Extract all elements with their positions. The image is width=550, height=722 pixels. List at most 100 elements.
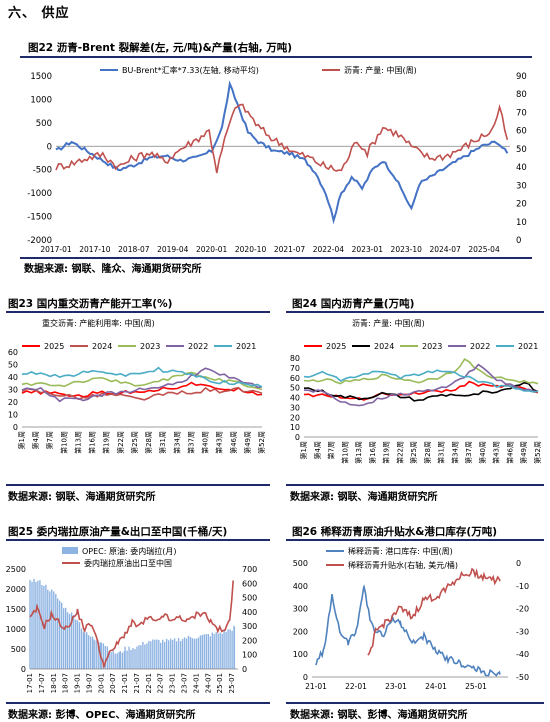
fig26-xtick-3: 24-01 [425, 682, 447, 691]
fig23-xtick-12: 第37周 [186, 431, 195, 454]
fig22-xtick-3: 2019-04 [157, 245, 189, 254]
fig26-bottom-rule [286, 702, 544, 704]
fig22-yright-tick-2: 70 [516, 108, 527, 118]
fig24-y-tick-6: 20 [290, 413, 300, 422]
fig25-bar-1 [31, 581, 33, 669]
fig22-top-rule [20, 56, 532, 58]
fig24-top-rule [286, 311, 544, 313]
fig25-bar-4 [37, 580, 39, 669]
fig22-xtick-4: 2020-01 [196, 245, 228, 254]
fig25-bar-9 [47, 589, 49, 669]
fig22-xtick-7: 2022-04 [313, 245, 345, 254]
fig22-yright-tick-9: 0 [516, 236, 521, 246]
fig25-bar-62 [148, 640, 150, 669]
fig24-xtick-10: 第31周 [437, 441, 446, 464]
fig23-legend-2022-label: 2022 [188, 342, 208, 351]
fig25-bar-57 [138, 645, 140, 669]
fig26-xtick-0: 21-01 [305, 682, 327, 691]
fig25-source: 数据来源: 彭博、OPEC、海通期货研究所 [8, 710, 196, 721]
fig24-legend-2021-label: 2021 [518, 342, 538, 351]
fig25-bar-28 [84, 633, 86, 669]
fig24-y-tick-0: 80 [290, 354, 300, 363]
fig26-legend-0-label: 稀释沥青: 港口库存: 中国(周) [348, 546, 453, 556]
fig26-yright-tick-5: -50 [516, 673, 529, 682]
fig25-xtick-16: 25-01 [216, 673, 224, 693]
fig24-legend-title: 沥青: 产量: 中国(周) [352, 318, 425, 328]
fig25-bar-46 [118, 652, 120, 669]
fig25-bar-13 [55, 594, 57, 669]
fig24-legend-2024-label: 2024 [374, 342, 394, 351]
fig25-xtick-8: 21-01 [121, 673, 129, 693]
fig25-xtick-12: 23-01 [169, 673, 177, 693]
fig24-source: 数据来源: 钢联、海通期货研究所 [290, 492, 438, 503]
fig26-yleft-tick-0: 500 [293, 559, 308, 568]
fig25-xtick-11: 22-07 [157, 673, 165, 693]
fig25-bar-76 [175, 641, 178, 669]
fig25-bar-32 [91, 636, 94, 669]
fig23-xtick-10: 第31周 [158, 431, 167, 454]
fig25-bar-41 [108, 651, 110, 669]
fig23-xtick-15: 第46周 [229, 431, 238, 454]
fig24-legend-2022-label: 2022 [470, 342, 490, 351]
fig22-yleft-tick-0: 1500 [30, 72, 52, 82]
fig24-xtick-0: 第1周 [299, 441, 308, 459]
fig25-bar-15 [59, 600, 61, 669]
fig25-bar-16 [61, 602, 63, 669]
fig25-legend-0-swatch [62, 547, 78, 554]
fig23-series-2022 [21, 367, 263, 403]
fig23-xtick-3: 第10周 [59, 431, 68, 454]
fig25-bar-43 [112, 650, 114, 669]
fig26-yright-tick-0: 0 [516, 559, 521, 568]
fig25-bar-93 [209, 636, 211, 669]
fig23-source: 数据来源: 钢联、海通期货研究所 [8, 492, 156, 503]
fig23-title: 图23 国内重交沥青产能开工率(%) [8, 298, 173, 310]
fig22-yleft-tick-5: -1000 [27, 189, 52, 199]
fig23-xtick-7: 第22周 [116, 431, 125, 454]
fig25-bar-64 [152, 639, 154, 669]
fig25-xtick-9: 21-07 [133, 673, 141, 693]
fig25-xtick-14: 24-01 [192, 673, 200, 693]
fig25-bar-34 [95, 640, 97, 669]
fig25-bar-11 [51, 589, 53, 669]
fig23-series-2024 [21, 386, 263, 401]
fig25-bar-69 [162, 639, 164, 669]
fig23-xtick-8: 第25周 [130, 431, 139, 454]
fig24-legend-2025-label: 2025 [326, 342, 346, 351]
fig23-series-2021 [22, 366, 263, 388]
fig26-chart: 500 400 300 200 100 0 0 -10 -20 -30 -40 -50 21-01 22-… [293, 546, 529, 691]
fig23-y-tick-3: 30 [8, 386, 18, 395]
fig25-bar-60 [144, 644, 146, 669]
fig23-xtick-17: 第52周 [257, 431, 266, 454]
fig22-yright-tick-6: 30 [516, 181, 527, 191]
fig24-y-tick-3: 50 [290, 384, 300, 393]
fig25-bar-95 [213, 633, 215, 669]
fig24-xtick-13: 第40周 [478, 441, 487, 464]
fig25-bar-72 [168, 640, 170, 669]
fig22-xtick-1: 2017-10 [79, 245, 111, 254]
fig22-xtick-2: 2018-07 [118, 245, 150, 254]
fig22-xtick-5: 2020-10 [235, 245, 267, 254]
fig22-chart: 150010005000-500-1000-1500-2000908070605… [27, 65, 527, 254]
fig24-y-tick-8: 0 [295, 433, 300, 442]
fig22-source: 数据来源: 钢联、隆众、海通期货研究所 [24, 264, 202, 275]
fig22-xtick-9: 2023-10 [391, 245, 423, 254]
fig24-series-2023 [303, 358, 539, 385]
fig23-legend-2023-label: 2023 [140, 342, 160, 351]
fig25-bar-61 [146, 643, 148, 669]
fig25-xtick-6: 20-01 [97, 673, 105, 693]
fig25-bar-66 [156, 639, 158, 669]
fig24-xtick-15: 第46周 [505, 441, 514, 464]
fig25-yright-tick-2: 500 [242, 594, 257, 603]
fig25-bar-25 [78, 622, 81, 669]
fig24-xtick-8: 第25周 [409, 441, 418, 464]
fig26-yleft-tick-4: 100 [293, 650, 308, 659]
fig23-y-tick-5: 10 [8, 411, 18, 420]
fig24-xtick-5: 第16周 [368, 441, 377, 464]
fig25-bar-42 [110, 652, 112, 669]
fig25-bar-87 [197, 637, 200, 669]
fig25-bar-82 [187, 635, 190, 669]
fig22-series-0 [55, 80, 509, 225]
fig22-xtick-10: 2024-07 [429, 245, 461, 254]
fig23-xtick-11: 第34周 [172, 431, 181, 454]
fig25-xtick-7: 20-07 [109, 673, 117, 693]
